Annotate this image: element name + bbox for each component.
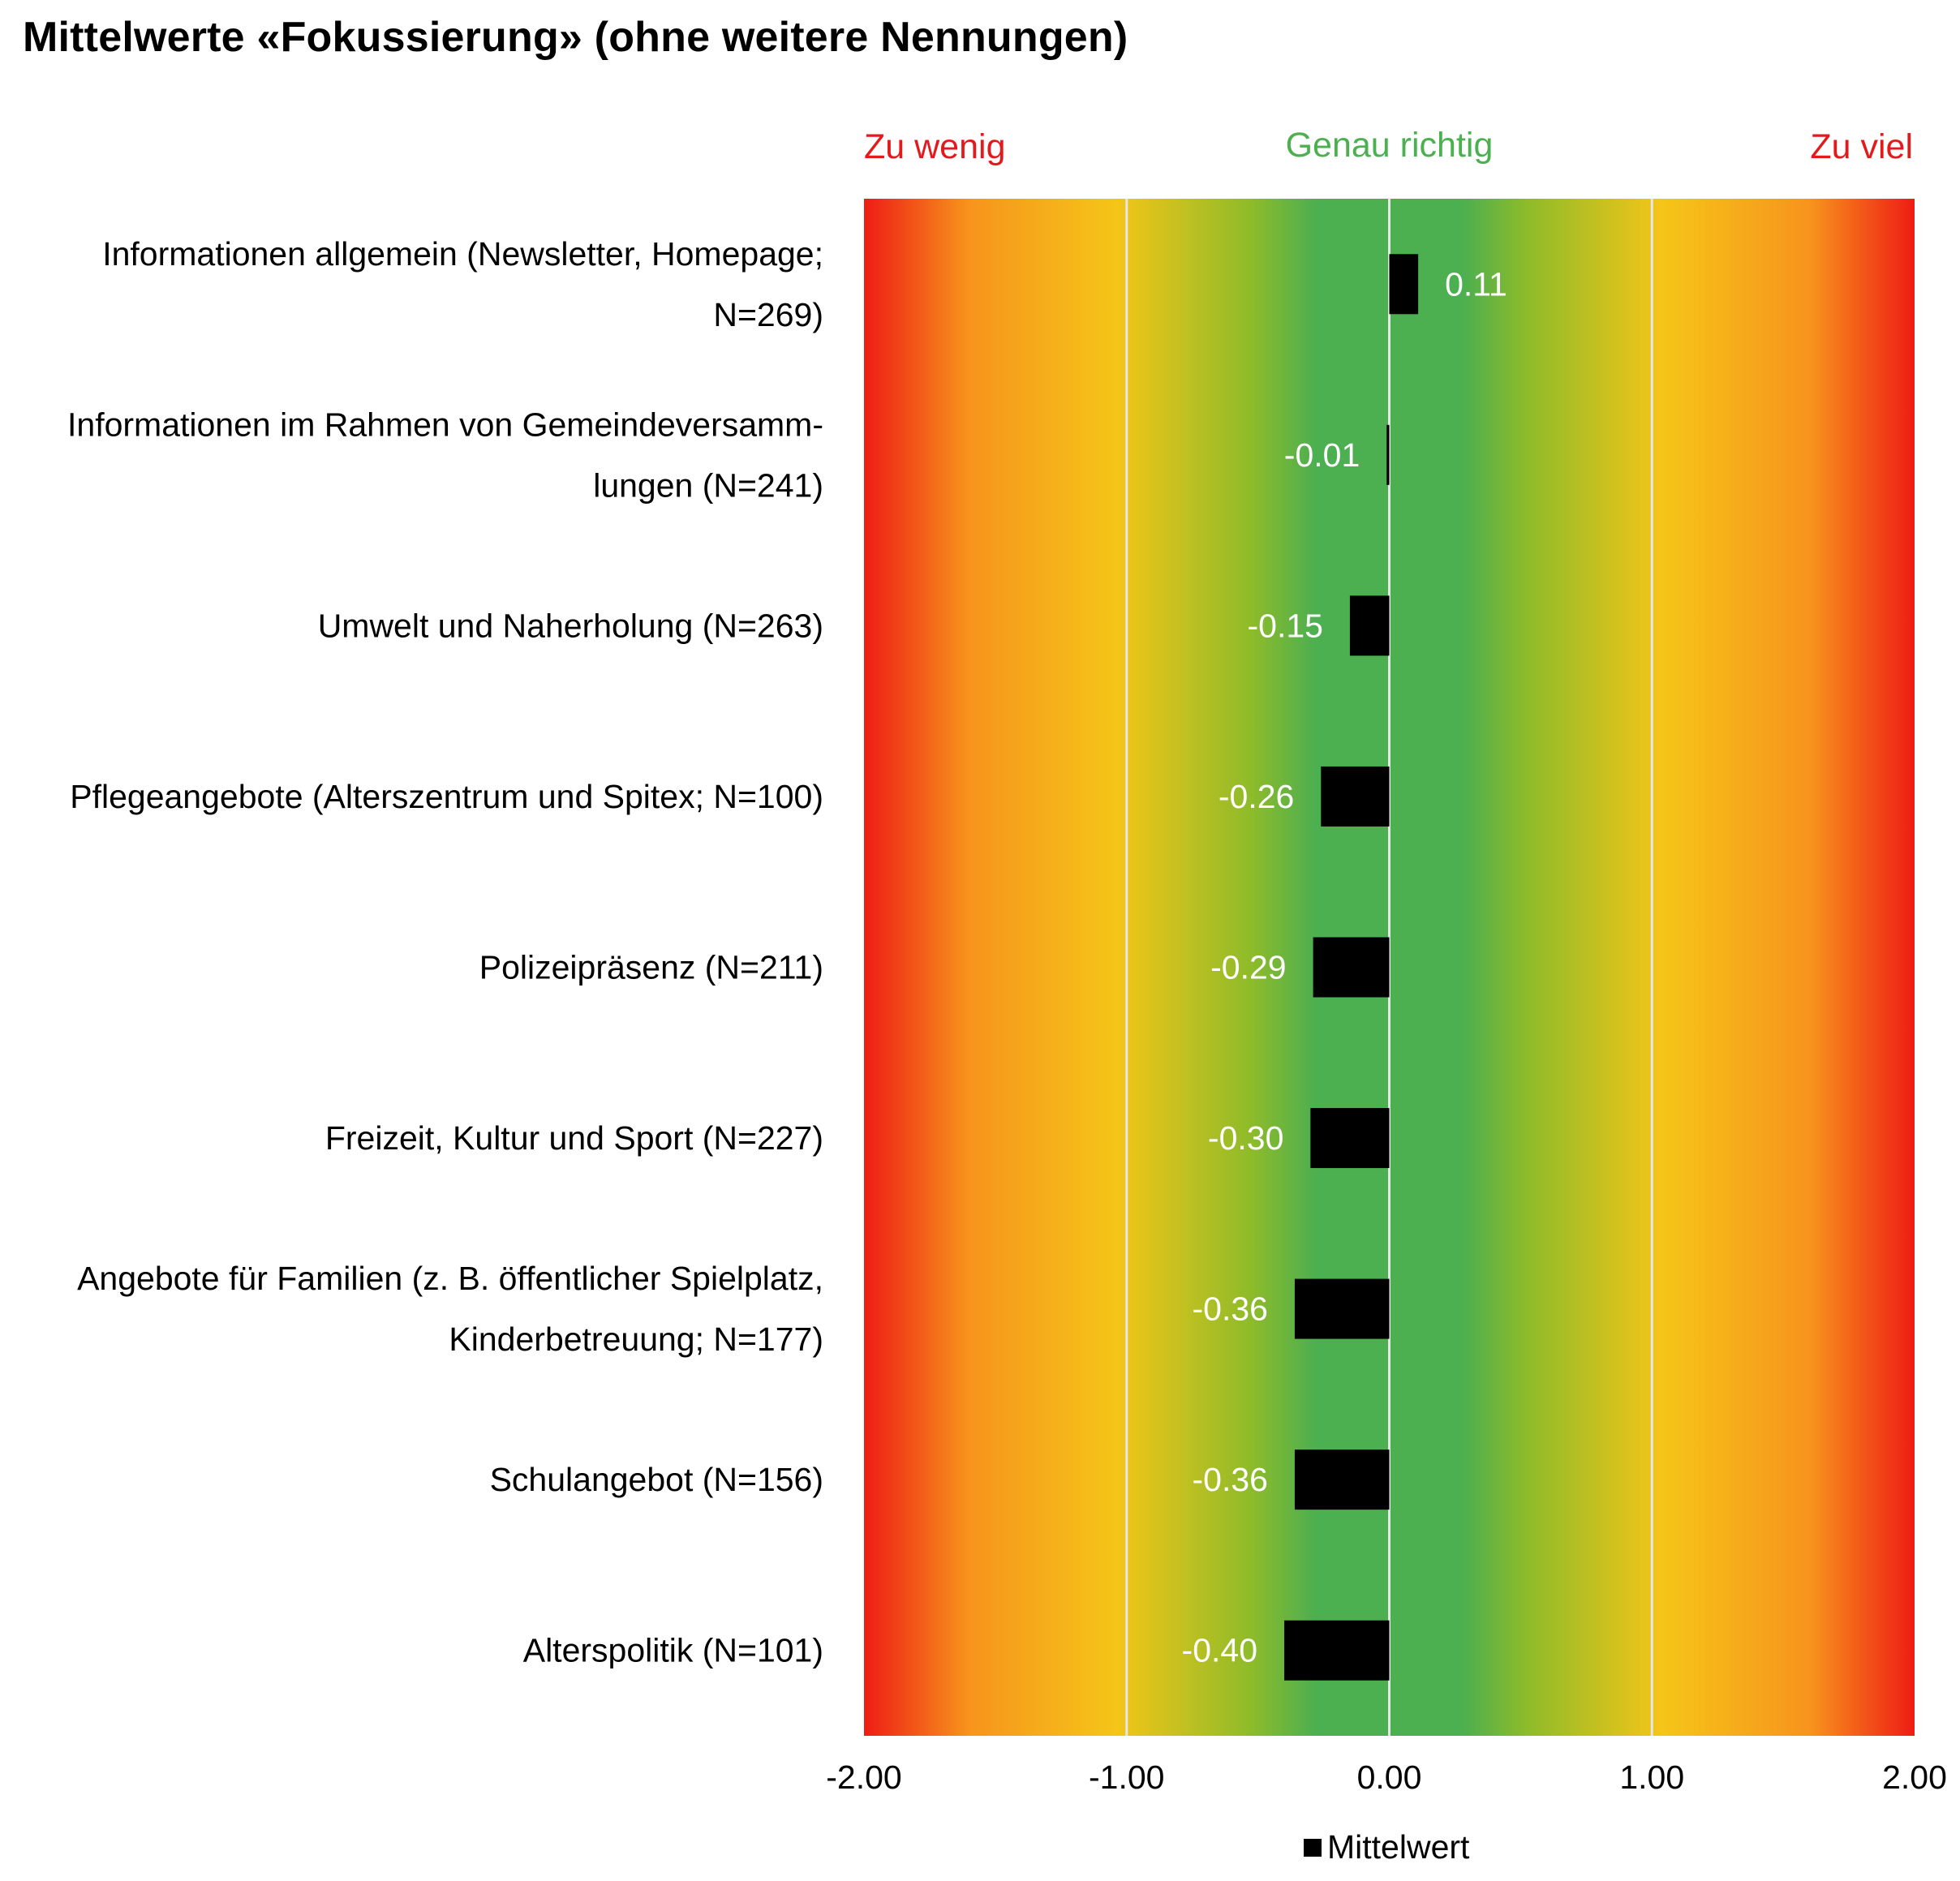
x-tick-label: -1.00 [1089, 1759, 1164, 1796]
legend-swatch [1304, 1839, 1322, 1857]
data-label: -0.36 [1192, 1461, 1267, 1498]
bar [1389, 254, 1419, 315]
bar [1313, 937, 1390, 998]
category-label: Schulangebot (N=156) [490, 1461, 823, 1498]
category-label: Alterspolitik (N=101) [523, 1632, 823, 1669]
x-tick-label: 1.00 [1619, 1759, 1684, 1796]
legend-label: Mittelwert [1327, 1828, 1470, 1866]
x-tick-label: 2.00 [1882, 1759, 1947, 1796]
category-label: Polizeipräsenz (N=211) [479, 949, 823, 986]
x-tick-label: 0.00 [1357, 1759, 1422, 1796]
category-label: Umwelt und Naherholung (N=263) [318, 607, 823, 644]
category-label: Informationen allgemein (Newsletter, Hom… [102, 235, 823, 273]
bar [1349, 595, 1390, 656]
zone-label-right: Zu viel [1810, 127, 1913, 166]
data-label: -0.40 [1182, 1632, 1257, 1669]
bar [1321, 766, 1390, 827]
data-label: 0.11 [1445, 265, 1507, 303]
bars [1284, 254, 1419, 1681]
bar [1284, 1620, 1390, 1681]
category-label: N=269) [713, 296, 823, 333]
category-label: Kinderbetreuung; N=177) [449, 1321, 823, 1358]
bar [1294, 1449, 1390, 1510]
zone-labels: Zu wenig Genau richtig Zu viel [864, 126, 1913, 166]
data-label: -0.26 [1219, 778, 1294, 815]
bar [1310, 1108, 1390, 1169]
data-label: -0.36 [1192, 1291, 1267, 1328]
zone-label-left: Zu wenig [864, 127, 1005, 166]
bar [1386, 424, 1390, 485]
legend: Mittelwert [1304, 1828, 1470, 1866]
zone-label-center: Genau richtig [1286, 126, 1494, 165]
category-label: Freizeit, Kultur und Sport (N=227) [325, 1119, 823, 1157]
category-label: Pflegeangebote (Alterszentrum und Spitex… [70, 778, 823, 815]
bar [1294, 1278, 1390, 1339]
data-labels: 0.11 -0.01 -0.15 -0.26 -0.29 -0.30 -0.36 -0.36 -… [1182, 265, 1507, 1668]
category-labels: Informationen allgemein (Newsletter, Hom… [67, 235, 823, 1669]
category-label: Angebote für Familien (z. B. öffentliche… [77, 1260, 823, 1297]
chart-title: Mittelwerte «Fokussierung» (ohne weitere… [23, 14, 1128, 61]
data-label: -0.29 [1210, 949, 1286, 986]
category-label: Informationen im Rahmen von Gemeindevers… [67, 406, 823, 443]
category-label: lungen (N=241) [593, 466, 823, 504]
x-tick-label: -2.00 [826, 1759, 901, 1796]
x-axis-ticks: -2.00 -1.00 0.00 1.00 2.00 [826, 1759, 1947, 1796]
data-label: -0.30 [1208, 1119, 1283, 1157]
data-label: -0.15 [1247, 607, 1322, 644]
data-label: -0.01 [1284, 436, 1360, 474]
